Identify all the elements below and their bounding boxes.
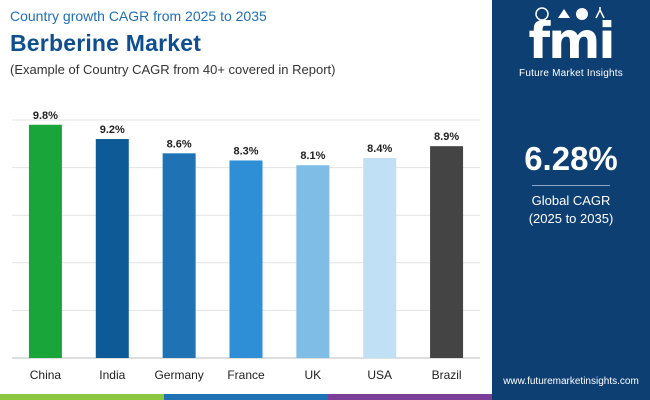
logo-text: fmi [528,12,616,70]
chart-title: Berberine Market [10,30,202,56]
brand-logo: fmi Future Market Insights [492,6,650,79]
x-tick-label-china: China [30,368,62,382]
global-cagr-label-line1: Global CAGR [531,193,611,208]
chart-note: (Example of Country CAGR from 40+ covere… [10,62,336,77]
x-tick-label-usa: USA [367,368,392,382]
bar-brazil [430,146,464,358]
bar-germany [162,153,196,358]
bar-india [95,139,129,358]
data-label-france: 8.3% [233,145,258,157]
x-tick-label-brazil: Brazil [432,368,462,382]
data-label-germany: 8.6% [167,138,192,150]
bar-chart: 9.8% China 9.2% India 8.6% Germany 8.3% France 8… [12,110,480,382]
x-tick-label-india: India [99,368,125,382]
data-label-china: 9.8% [33,110,58,122]
global-cagr-value: 6.28% [524,140,618,177]
website-url[interactable]: www.futuremarketinsights.com [503,376,639,387]
bar-france [229,160,263,358]
x-tick-label-france: France [227,368,265,382]
stripe-purple [328,394,492,400]
logo-caption: Future Market Insights [519,68,623,79]
logo-icons-strip [535,7,605,21]
bar-uk [296,165,330,358]
bottom-color-stripe [0,394,492,400]
bulb-icon [576,8,588,20]
summary-panel: fmi Future Market Insights 6.28% Global … [492,0,650,400]
x-tick-label-uk: UK [305,368,322,382]
globe-icon [535,7,549,21]
stripe-blue [164,394,328,400]
global-cagr-label-line2: (2025 to 2035) [528,211,614,226]
chart-header: Country growth CAGR from 2025 to 2035 Be… [10,6,490,77]
data-label-brazil: 8.9% [434,131,459,143]
stripe-green [0,394,164,400]
data-label-india: 9.2% [100,124,125,136]
global-cagr-label: Global CAGR (2025 to 2035) [492,192,650,228]
bar-china [28,124,62,358]
person-icon [595,7,605,19]
x-tick-label-germany: Germany [154,368,203,382]
chart-subtitle: Country growth CAGR from 2025 to 2035 [10,8,267,24]
panel-divider [532,185,610,186]
leaf-icon [558,9,570,18]
data-label-usa: 8.4% [367,143,392,155]
data-label-uk: 8.1% [300,150,325,162]
bar-usa [363,158,397,358]
